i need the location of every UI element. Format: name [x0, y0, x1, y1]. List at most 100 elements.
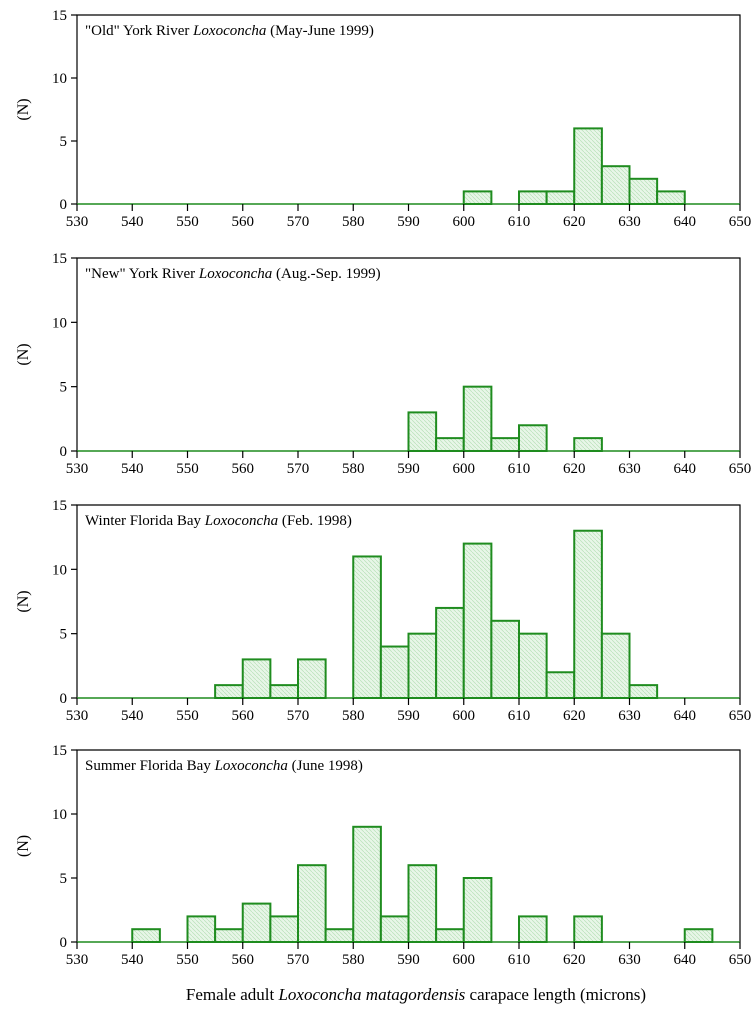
histogram-bar — [241, 902, 272, 943]
histogram-bar — [518, 190, 548, 205]
panel-title-part: Winter Florida Bay — [85, 513, 205, 529]
histogram-bar — [462, 190, 493, 205]
histogram-bar — [573, 915, 603, 944]
x-tick-label: 650 — [729, 708, 752, 724]
histogram-bar — [407, 411, 438, 452]
x-tick-label: 620 — [563, 708, 586, 724]
y-tick-label: 10 — [52, 562, 67, 578]
y-tick-label: 5 — [60, 380, 68, 396]
plot-frame — [76, 257, 741, 451]
histogram-bar — [600, 165, 631, 205]
x-tick-label: 590 — [397, 708, 420, 724]
x-tick-label: 570 — [287, 952, 310, 968]
x-tick-label: 560 — [232, 708, 255, 724]
histogram-bar — [490, 619, 520, 699]
histogram-bar — [379, 645, 410, 699]
histogram-bar — [462, 385, 493, 452]
panel-title-part: (June 1998) — [288, 758, 363, 774]
histogram-bar — [214, 684, 244, 700]
x-tick-label: 600 — [453, 461, 476, 477]
panel-title-genus: Loxoconcha — [192, 23, 266, 39]
histogram-bar — [379, 915, 410, 944]
x-tick-label: 580 — [342, 708, 365, 724]
histogram-bar — [545, 190, 576, 205]
y-tick-label: 10 — [52, 71, 67, 87]
histogram-bar — [683, 928, 714, 944]
plot-frame — [76, 504, 741, 698]
x-tick-label: 640 — [674, 708, 697, 724]
histogram-bar — [241, 658, 272, 700]
histogram-bar — [214, 928, 244, 944]
y-tick-label: 15 — [52, 8, 67, 24]
x-tick-label: 630 — [618, 214, 641, 230]
y-axis-label: (N) — [15, 590, 32, 612]
x-axis-label-part: Female adult — [186, 985, 279, 1004]
x-tick-label: 550 — [176, 708, 199, 724]
x-tick-label: 560 — [232, 952, 255, 968]
histogram-bar — [186, 915, 217, 944]
histogram-bar — [573, 437, 603, 452]
histogram-bar — [490, 437, 520, 452]
y-tick-label: 0 — [60, 691, 68, 707]
y-axis-label: (N) — [15, 343, 32, 365]
histogram-bar — [573, 127, 603, 205]
y-tick-label: 15 — [52, 498, 67, 514]
x-tick-label: 600 — [453, 214, 476, 230]
histogram-bar — [297, 864, 327, 944]
x-tick-label: 580 — [342, 952, 365, 968]
histogram-bar — [628, 177, 659, 206]
panel-title-genus: Loxoconcha — [198, 266, 272, 282]
plot-frame — [76, 749, 741, 942]
x-tick-label: 550 — [176, 461, 199, 477]
panel-title-part: (Feb. 1998) — [278, 513, 352, 529]
panel-title-genus: Loxoconcha — [214, 758, 288, 774]
histogram-bar — [269, 915, 299, 944]
x-tick-label: 620 — [563, 461, 586, 477]
x-tick-label: 630 — [618, 461, 641, 477]
histogram-bar — [518, 424, 548, 452]
panel-title: Summer Florida Bay Loxoconcha (June 1998… — [85, 758, 363, 774]
histogram-bar — [324, 928, 355, 944]
panel-title: "New" York River Loxoconcha (Aug.-Sep. 1… — [85, 266, 381, 282]
x-tick-label: 580 — [342, 214, 365, 230]
panel-title-part: (Aug.-Sep. 1999) — [272, 266, 380, 282]
panel-title-part: "Old" York River — [85, 23, 193, 39]
histogram-bar — [269, 684, 299, 700]
x-tick-label: 560 — [232, 461, 255, 477]
panel-title: "Old" York River Loxoconcha (May-June 19… — [85, 23, 374, 39]
y-tick-label: 5 — [60, 134, 68, 150]
figure-x-axis-label: Female adult Loxoconcha matagordensis ca… — [186, 985, 646, 1004]
x-tick-label: 650 — [729, 214, 752, 230]
panel-title-part: "New" York River — [85, 266, 199, 282]
histogram-bar — [518, 632, 548, 700]
y-tick-label: 5 — [60, 871, 68, 887]
histogram-panel-2: 0 5 10 15 530 540 550 560 570 580 590 600 610 620 630 6… — [15, 251, 751, 477]
y-tick-label: 0 — [60, 935, 68, 951]
x-tick-label: 600 — [453, 708, 476, 724]
histogram-bar — [435, 928, 465, 944]
x-tick-label: 650 — [729, 461, 752, 477]
x-tick-label: 620 — [563, 214, 586, 230]
x-tick-label: 600 — [453, 952, 476, 968]
x-tick-label: 570 — [287, 461, 310, 477]
y-tick-label: 15 — [52, 743, 67, 759]
x-tick-label: 580 — [342, 461, 365, 477]
x-tick-label: 560 — [232, 214, 255, 230]
y-axis-label: (N) — [15, 98, 32, 120]
x-tick-label: 570 — [287, 214, 310, 230]
histogram-panel-4: 0 5 10 15 530 540 550 560 570 580 590 600 610 620 630 6… — [15, 743, 751, 968]
x-tick-label: 540 — [121, 214, 144, 230]
x-tick-label: 610 — [508, 214, 531, 230]
panel-title: Winter Florida Bay Loxoconcha (Feb. 1998… — [85, 513, 352, 529]
histogram-panel-1: 0 5 10 15 530 540 550 560 570 580 590 600 610 620 630 6… — [15, 8, 751, 230]
x-tick-label: 570 — [287, 708, 310, 724]
x-tick-label: 530 — [66, 461, 89, 477]
histogram-bar — [545, 671, 576, 699]
histogram-bar — [435, 437, 465, 452]
histogram-bar — [600, 632, 631, 700]
histogram-bar — [297, 658, 327, 700]
histogram-bar — [462, 542, 493, 699]
histogram-bar — [435, 606, 465, 700]
x-tick-label: 640 — [674, 214, 697, 230]
histogram-bar — [573, 529, 603, 699]
